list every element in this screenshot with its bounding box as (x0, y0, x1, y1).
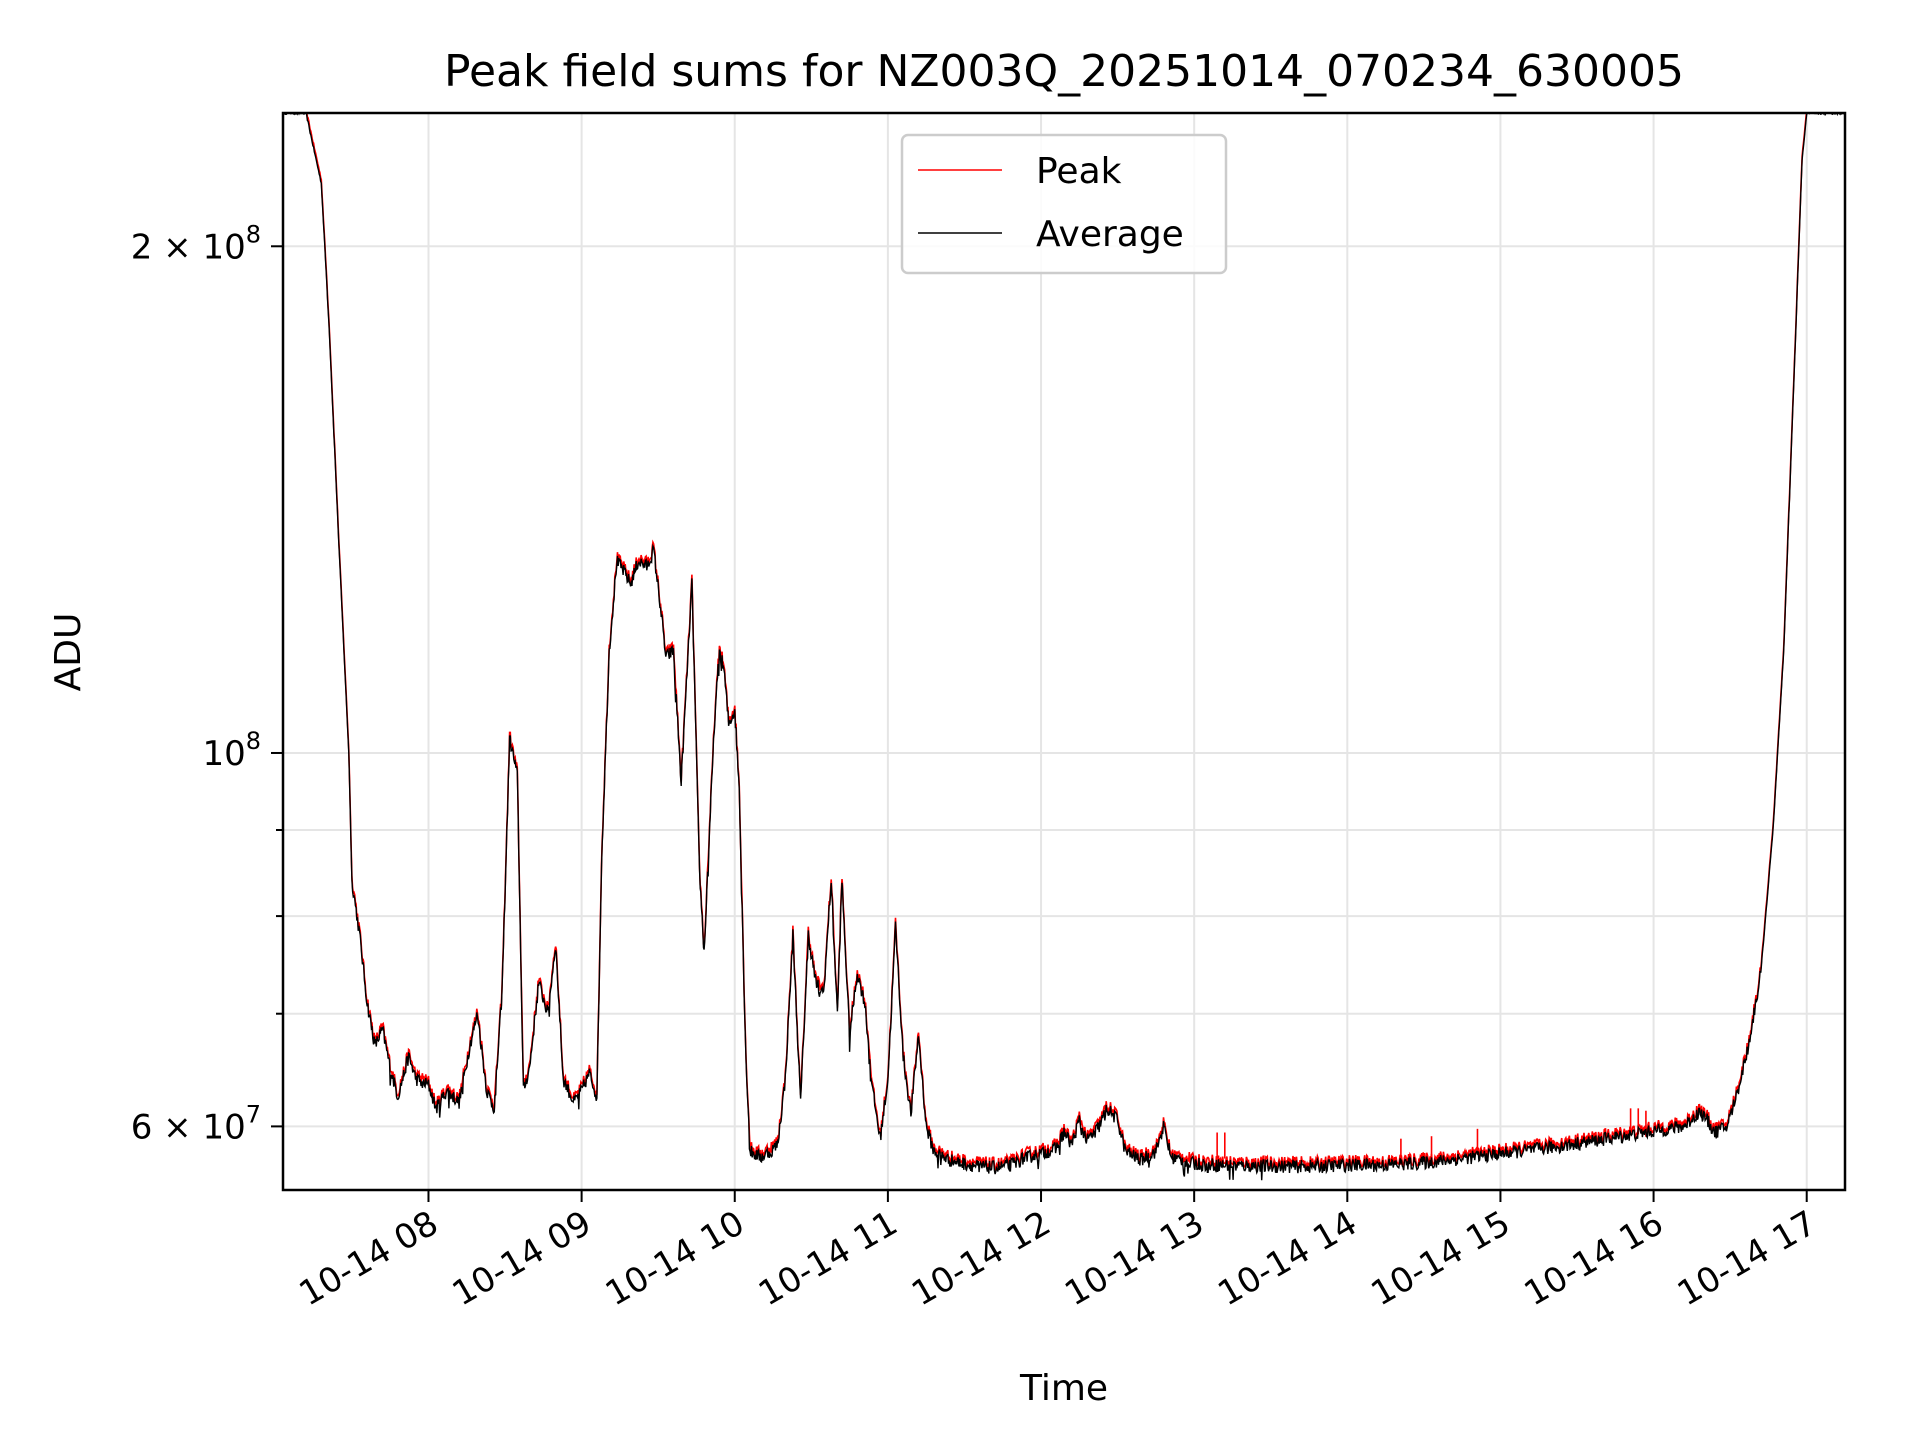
series-layer (283, 113, 1845, 1181)
y-axis-ticks: 6 × 107 108 2 × 108 (131, 220, 283, 1147)
plot-area-frame (281, 111, 1847, 1192)
series-line-average (283, 113, 1845, 1181)
y-tick-label: 108 (202, 727, 261, 774)
y-tick-label: 6 × 107 (131, 1100, 261, 1147)
legend-label-average: Average (1036, 214, 1184, 255)
legend-label-peak: Peak (1036, 151, 1122, 192)
x-axis-label: Time (1019, 1368, 1108, 1409)
y-axis-label: ADU (48, 613, 89, 692)
legend: Peak Average (900, 133, 1228, 275)
chart-title: Peak field sums for NZ003Q_20251014_0702… (444, 46, 1684, 97)
y-tick-label: 2 × 108 (131, 220, 261, 267)
